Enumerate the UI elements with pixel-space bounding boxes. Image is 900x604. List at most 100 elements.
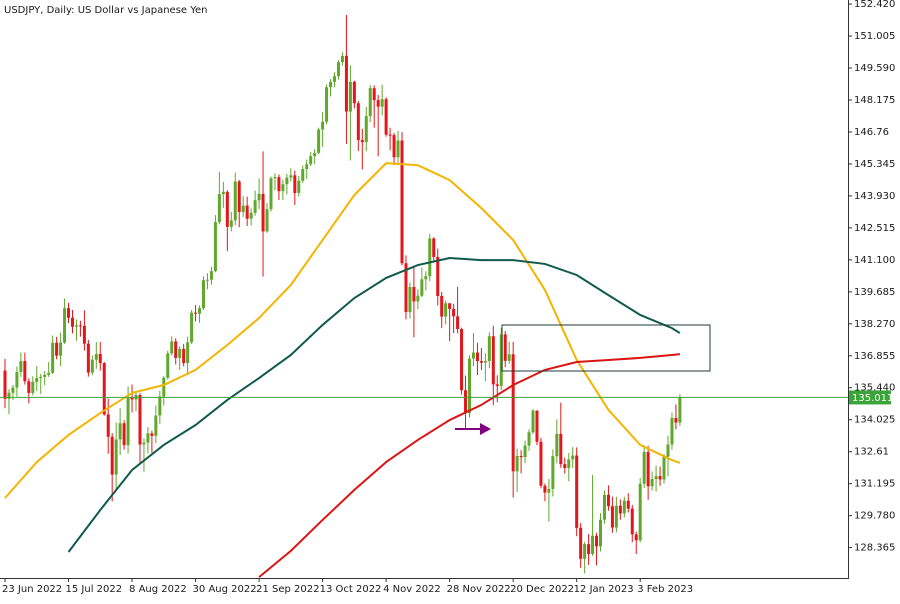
candle-body [487,336,491,362]
candle-body [162,377,166,397]
candle-body [114,439,118,475]
candle-body [35,378,39,382]
candle-body [309,156,313,165]
candle-body [583,544,587,559]
moving-average-line [258,353,681,578]
candle-body [249,212,253,219]
candle-body [471,352,475,359]
candle-body [186,342,190,364]
candle-body [154,415,158,436]
candle-body [158,396,162,416]
candle-body [261,193,265,232]
y-tick-label: 131.195 [854,479,895,490]
candle-body [325,87,329,122]
candle-body [356,103,360,141]
candle-body [150,433,154,436]
x-tick-label: 12 Jan 2023 [574,584,634,595]
candle-body [559,433,563,465]
candle-body [428,238,432,277]
candle-body [106,414,110,437]
candle-body [567,459,571,468]
y-tick-label: 135.440 [854,383,895,394]
candle-body [527,432,531,446]
candle-body [400,140,404,264]
candle-body [646,451,650,487]
candle-body [464,390,468,414]
y-tick-label: 146.76 [854,127,889,138]
candle-body [269,178,273,210]
candle-body [27,381,31,393]
y-tick-label: 139.685 [854,287,895,298]
candle-body [599,519,602,547]
candle-body [523,445,527,458]
annotation-rectangle [501,324,711,372]
candle-body [670,418,674,445]
x-tick-label: 4 Nov 2022 [383,584,441,595]
candle-body [606,494,610,507]
candle-body [662,456,666,480]
candle-body [233,181,237,221]
candle-body [495,384,499,386]
candle-body [63,308,67,343]
candle-body [531,410,535,433]
candle-body [138,394,142,445]
candle-body [67,308,71,318]
candle-body [432,238,436,257]
candle-body [43,374,47,377]
candle-body [483,361,487,363]
candle-body [650,479,654,487]
candle-body [511,354,515,472]
candle-body [321,121,325,130]
candle-body [142,442,146,445]
candle-body [666,444,670,457]
candle-body [344,55,348,112]
candle-body [352,81,356,104]
candle-body [317,129,321,153]
candle-body [436,256,440,297]
candle-body [638,483,642,541]
chart-title: USDJPY, Daily: US Dollar vs Japanese Yen [4,5,208,16]
candle-body [110,436,114,475]
candle-body [626,500,630,509]
candle-body [360,140,364,143]
candle-body [221,191,225,195]
candle-body [424,276,428,280]
x-tick-label: 20 Dec 2022 [510,584,574,595]
candle-body [372,88,376,101]
annotation-arrow [455,423,491,435]
y-tick-label: 136.855 [854,351,895,362]
candle-body [39,376,43,379]
candle-body [392,135,396,158]
candle-body [408,286,412,313]
y-tick-label: 142.515 [854,223,895,234]
candle-body [118,423,122,440]
x-tick-label: 8 Aug 2022 [129,584,187,595]
candle-body [539,441,543,486]
candle-body [51,342,55,373]
candle-body [170,341,174,354]
candle-body [499,334,503,386]
arrow-head [480,423,491,435]
candle-body [448,303,452,309]
candle-body [674,418,678,423]
candle-body [678,397,682,423]
candle-body [74,325,78,327]
candle-body [396,140,400,158]
candle-body [277,177,281,192]
y-tick-label: 145.345 [854,159,895,170]
candle-body [658,476,662,480]
candle-body [563,464,567,468]
candle-body [146,433,150,443]
candle-body [519,455,523,458]
candle-body [634,534,638,541]
candle-body [348,81,352,112]
candle-body [281,184,285,192]
candle-body [305,164,309,170]
candle-body [31,381,35,393]
candle-body [293,175,297,193]
candle-body [404,263,408,313]
candle-body [90,359,94,373]
candle-body [182,348,186,364]
y-tick-label: 128.365 [854,543,895,554]
